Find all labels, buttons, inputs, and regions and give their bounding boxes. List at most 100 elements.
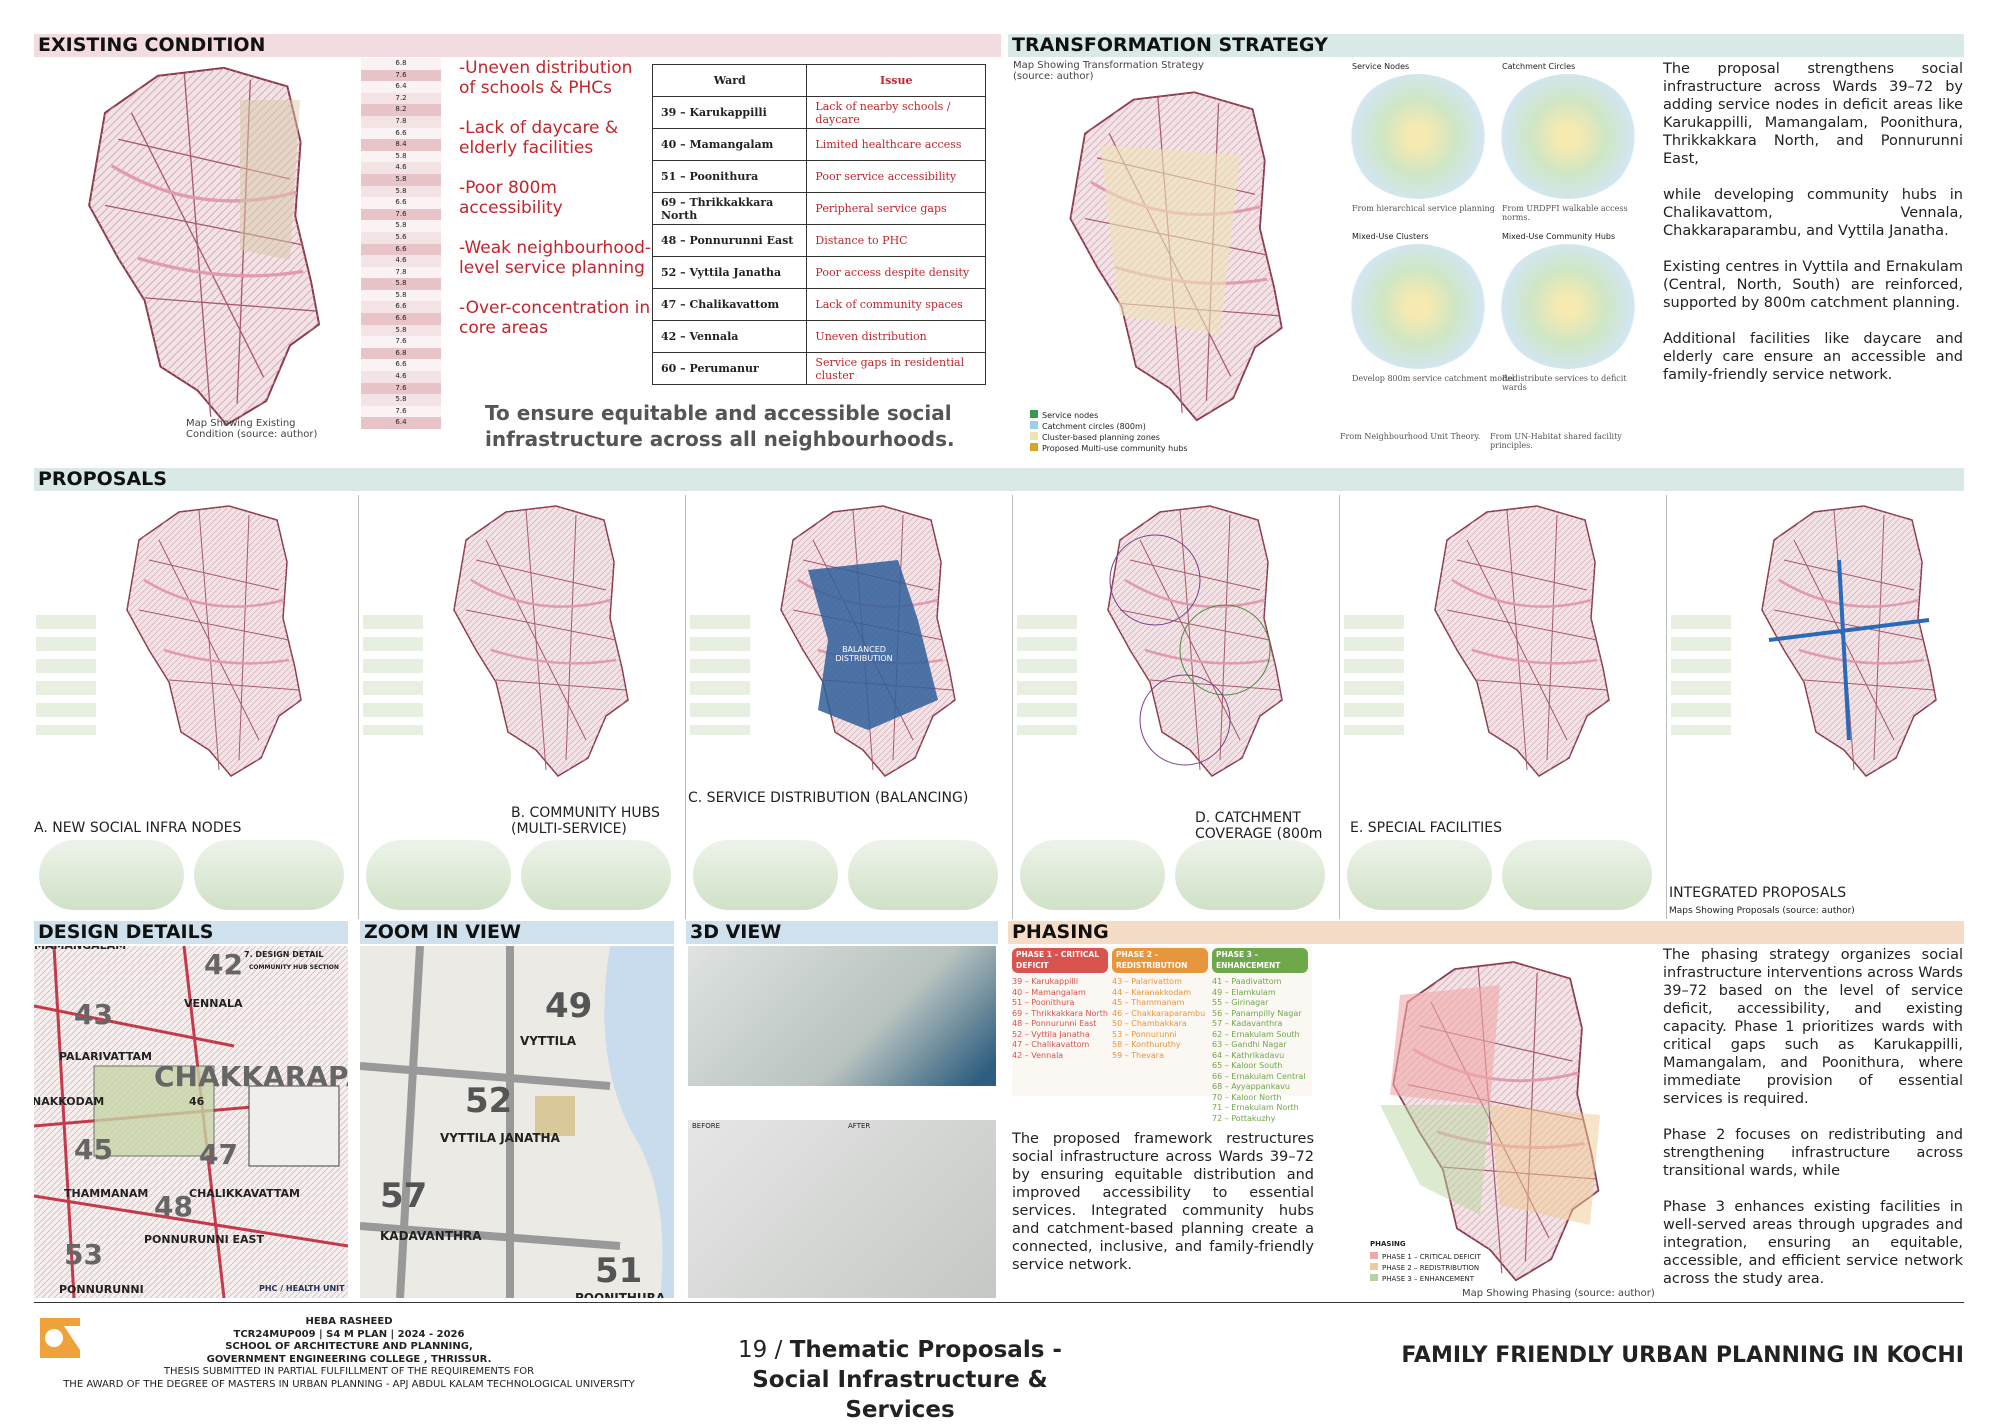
index-value: 5.8 xyxy=(361,220,441,232)
place-label: 53 xyxy=(64,1238,103,1271)
statement: To ensure equitable and accessible socia… xyxy=(485,401,955,451)
sketch xyxy=(1020,840,1165,910)
credit-line: TCR24MUP009 | S4 M PLAN | 2024 - 2026 xyxy=(233,1328,465,1340)
ward-cell: 39 – Karukappilli xyxy=(651,96,808,129)
ward-cell: 48 – Ponnurunni East xyxy=(651,224,808,257)
diagram-note: From URDPFI walkable access norms. xyxy=(1502,204,1628,222)
phase-ward: 43 – Palarivattom xyxy=(1112,977,1182,986)
index-value: 6.6 xyxy=(361,197,441,209)
place-label: 46 xyxy=(189,1095,205,1108)
place-label: 51 xyxy=(595,1251,643,1291)
sketch xyxy=(1502,840,1652,910)
panel-caption: C. SERVICE DISTRIBUTION (BALANCING) xyxy=(688,790,969,806)
index-value: 4.6 xyxy=(361,255,441,267)
table-row: 48 – Ponnurunni East Distance to PHC xyxy=(651,224,986,257)
phase-ward: 63 – Gandhi Nagar xyxy=(1212,1040,1287,1049)
index-value: 4.6 xyxy=(361,162,441,174)
table-row: 51 – Poonithura Poor service accessibilit… xyxy=(651,160,986,193)
phase-ward: 59 – Thevara xyxy=(1112,1050,1164,1060)
section-header: 3D VIEW xyxy=(686,921,998,944)
issue-cell: Uneven distribution xyxy=(806,320,986,353)
phase-table: PHASE 1 – CRITICAL DEFICIT 39 – Karukappi… xyxy=(1012,946,1312,1123)
header-cell: Ward xyxy=(651,64,808,97)
issue-table: Ward Issue 39 – Karukappilli Lack of nearby… xyxy=(651,64,986,385)
zoom-map: 49 VYTTILA 52 VYTTILA JANATHA 57 KADAVANTHRA 5… xyxy=(360,946,674,1298)
rule xyxy=(34,1302,1964,1303)
phase-header: PHASE 1 – CRITICAL DEFICIT xyxy=(1012,948,1108,973)
proposal-map xyxy=(779,504,957,778)
diagram-note: Redistribute services to deficit wards xyxy=(1502,374,1627,392)
source-note: From UN-Habitat shared facility principl… xyxy=(1490,432,1622,450)
panel-caption: INTEGRATED PROPOSALS xyxy=(1669,885,1847,901)
phase-ward: 70 – Kaloor North xyxy=(1212,1092,1282,1102)
place-label: THAMMANAM xyxy=(64,1187,149,1200)
phase-ward: 44 – Karanakkodam xyxy=(1112,987,1192,997)
place-label: VYTTILA xyxy=(520,1034,577,1048)
index-column: 6.8 7.6 6.4 7.2 8.2 7.8 6.6 8.4 5.8 4.6 5.8 5.8 6.6 7… xyxy=(361,58,441,429)
detail-title: 7. DESIGN DETAIL xyxy=(244,950,324,959)
proposal-map xyxy=(125,504,303,778)
place-label: 47 xyxy=(199,1138,238,1171)
legend-title: PHASING xyxy=(1370,1240,1406,1248)
panel-caption: B. COMMUNITY HUBS (MULTI-SERVICE) xyxy=(511,805,660,837)
credits: HEBA RASHEED TCR24MUP009 | S4 M PLAN | 2… xyxy=(34,1316,664,1391)
place-label: CHALIKKAVATTAM xyxy=(189,1187,300,1200)
street-pattern xyxy=(34,946,348,1298)
phase-ward: 53 – Ponnurunni xyxy=(1112,1029,1177,1039)
place-label: MAMANGALAM xyxy=(34,946,126,952)
index-value: 7.6 xyxy=(361,69,441,82)
phase-ward: 72 – Pottakuzhy xyxy=(1212,1113,1276,1123)
issue-cell: Distance to PHC xyxy=(806,224,986,257)
diagram-title: Mixed-Use Community Hubs xyxy=(1502,232,1616,241)
phase-ward: 69 – Thrikkakkara North xyxy=(1012,1008,1108,1018)
phase-ward: 41 – Paadivattom xyxy=(1212,977,1282,986)
sketch xyxy=(194,840,344,910)
phase-ward: 55 – Girinagar xyxy=(1212,998,1269,1007)
diagram-image xyxy=(1498,74,1638,199)
place-label: 43 xyxy=(74,998,113,1031)
map-label: BALANCED DISTRIBUTION xyxy=(835,645,893,663)
table-row: 39 – Karukappilli Lack of nearby schools … xyxy=(651,96,986,129)
place-label: 57 xyxy=(380,1176,428,1216)
phase-ward: 51 – Poonithura xyxy=(1012,998,1075,1007)
phase-column: PHASE 2 – REDISTRIBUTION 43 – Palarivatto… xyxy=(1112,948,1208,1061)
phase-ward: 42 – Vennala xyxy=(1012,1050,1064,1060)
issue-item: -Uneven distribution of schools & PHCs xyxy=(459,58,633,98)
zoom-streets xyxy=(360,946,674,1298)
table-row: 40 – Mamangalam Limited healthcare access xyxy=(651,128,986,161)
index-value: 6.4 xyxy=(361,81,441,93)
index-value: 6.8 xyxy=(361,58,441,70)
index-value: 5.8 xyxy=(361,324,441,337)
index-value: 6.6 xyxy=(361,127,441,140)
diagram-image xyxy=(1348,74,1488,199)
phase-header: PHASE 3 – ENHANCEMENT xyxy=(1212,948,1308,973)
proposal-map xyxy=(1760,504,1938,778)
index-value: 6.4 xyxy=(361,417,441,429)
legend-label: Cluster-based planning zones xyxy=(1042,433,1160,442)
panel-divider xyxy=(1666,495,1667,919)
label: AFTER xyxy=(848,1122,871,1130)
sketch xyxy=(39,840,184,910)
paragraph: Phase 2 focuses on redistributing and st… xyxy=(1663,1127,1963,1179)
panel-divider xyxy=(358,495,359,919)
legend-block xyxy=(690,615,750,735)
diagram-note: Develop 800m service catchment model xyxy=(1352,374,1515,383)
phase-ward: 39 – Karukappilli xyxy=(1012,977,1079,986)
legend-block xyxy=(363,615,423,735)
panel-caption: E. SPECIAL FACILITIES xyxy=(1350,820,1502,836)
index-value: 8.2 xyxy=(361,104,441,116)
table-row: 69 – Thrikkakkara North Peripheral servic… xyxy=(651,192,986,225)
diagram-grid: Service Nodes From hierarchical service p… xyxy=(1340,62,1648,450)
sheet-title: Thematic Proposals -Social Infrastructur… xyxy=(752,1337,1062,1423)
sketch xyxy=(1175,840,1325,910)
sketch xyxy=(693,840,838,910)
legend-entry: Catchment circles (800m) xyxy=(1030,421,1188,432)
index-value: 7.8 xyxy=(361,266,441,279)
legend-label: PHASE 3 – ENHANCEMENT xyxy=(1382,1275,1475,1283)
credit-line: GOVERNMENT ENGINEERING COLLEGE , THRISSU… xyxy=(206,1353,492,1365)
paragraph: Additional facilities like daycare and e… xyxy=(1663,331,1963,383)
design-map: MAMANGALAM 42 VENNALA 43 PALARIVATTAM NAKKODA… xyxy=(34,946,348,1298)
panel-caption: D. CATCHMENT COVERAGE (800m xyxy=(1195,810,1323,842)
ward-cell: 51 – Poonithura xyxy=(651,160,808,193)
legend-swatch xyxy=(1030,443,1038,451)
